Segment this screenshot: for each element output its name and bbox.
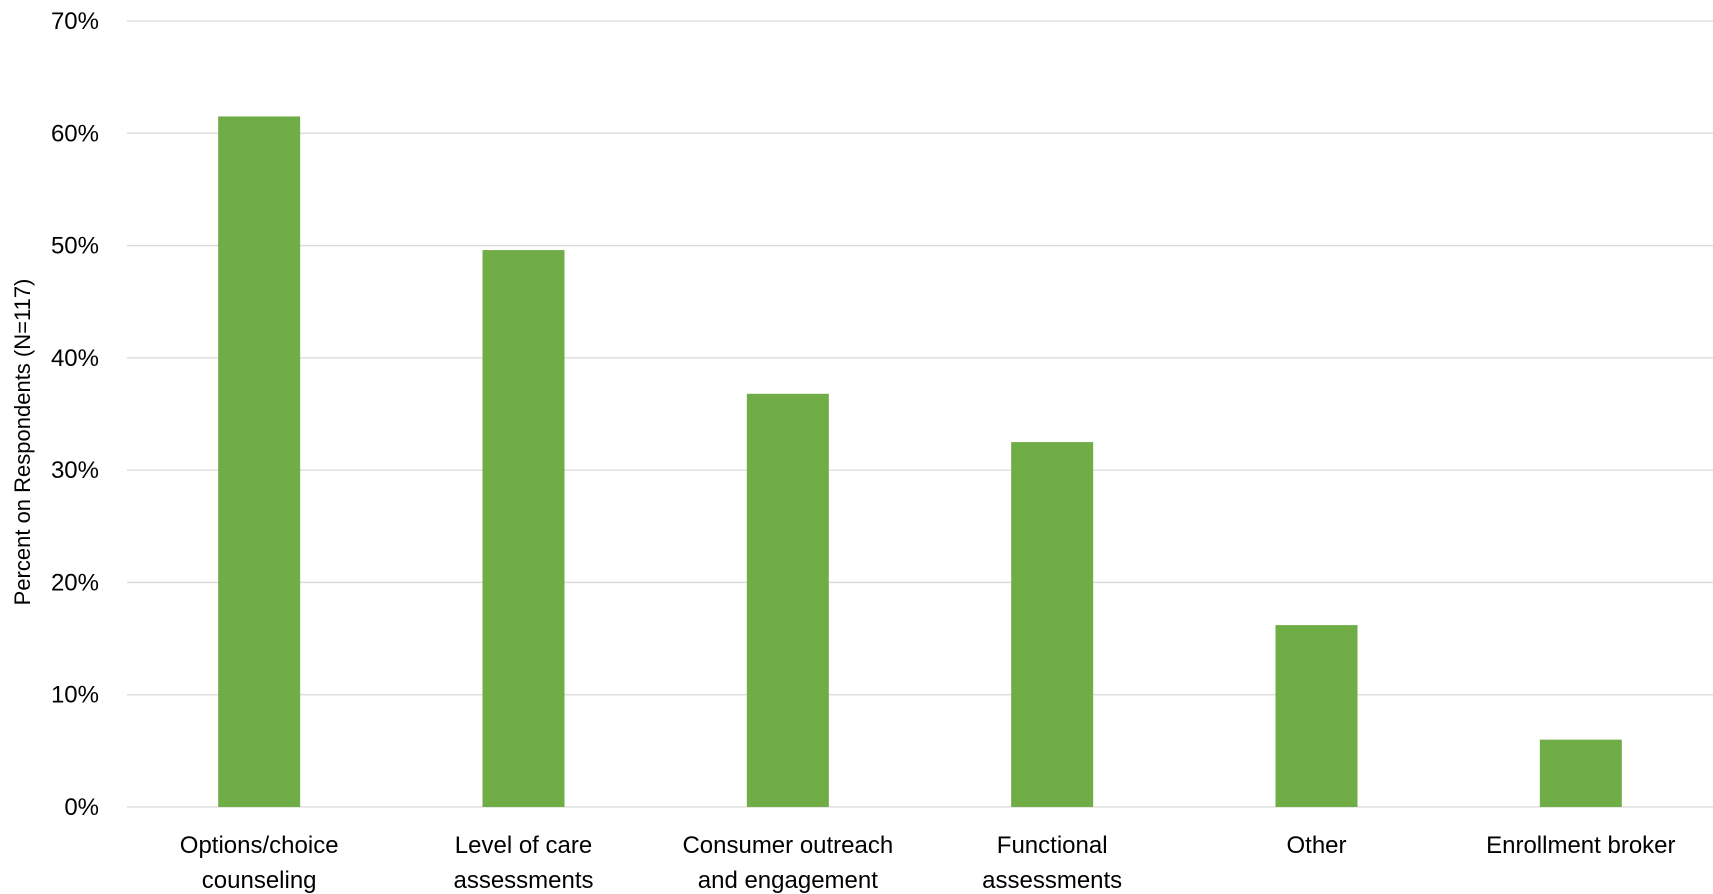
x-category-label: Enrollment broker <box>1486 832 1675 859</box>
y-tick-label: 60% <box>51 120 99 147</box>
x-category-label-line: Functional <box>997 832 1108 859</box>
x-category-label-line: assessments <box>982 867 1122 894</box>
y-tick-label: 20% <box>51 569 99 596</box>
y-tick-label: 40% <box>51 345 99 372</box>
bars <box>218 116 1622 807</box>
bar <box>746 393 829 807</box>
x-category-label-line: Other <box>1286 832 1346 859</box>
x-category-label: Functional assessments <box>982 832 1122 894</box>
x-category-label-line: Level of care <box>455 832 592 859</box>
y-tick-label: 10% <box>51 682 99 709</box>
bar <box>218 116 301 807</box>
x-axis-categories: Options/choice counseling Level of care ass… <box>180 832 1676 894</box>
bar <box>1275 625 1358 807</box>
y-tick-label: 30% <box>51 457 99 484</box>
y-axis-ticks: 0% 10% 20% 30% 40% 50% 60% 70% <box>51 8 99 821</box>
y-tick-label: 0% <box>64 794 99 821</box>
x-category-label-line: Options/choice <box>180 832 339 859</box>
x-category-label: Other <box>1286 832 1346 859</box>
x-category-label-line: and engagement <box>698 867 878 894</box>
x-category-label: Consumer outreach and engagement <box>682 832 893 894</box>
bar <box>1539 739 1622 807</box>
x-category-label-line: Enrollment broker <box>1486 832 1675 859</box>
y-tick-label: 50% <box>51 233 99 260</box>
y-tick-label: 70% <box>51 8 99 35</box>
gridlines <box>127 20 1713 808</box>
x-category-label-line: assessments <box>453 867 593 894</box>
x-category-label-line: Consumer outreach <box>682 832 893 859</box>
bar <box>1011 442 1094 807</box>
x-category-label: Level of care assessments <box>453 832 593 894</box>
x-category-label-line: counseling <box>202 867 317 894</box>
x-category-label: Options/choice counseling <box>180 832 339 894</box>
bar <box>482 250 565 807</box>
y-axis-title: Percent on Respondents (N=117) <box>10 279 35 606</box>
